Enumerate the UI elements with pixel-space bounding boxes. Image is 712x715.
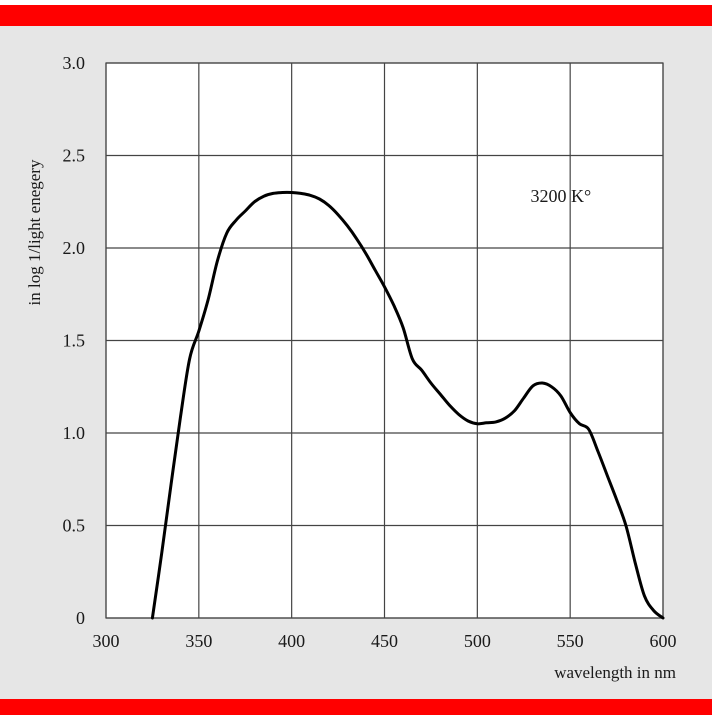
chart-panel: 300 350 400 450 500 550 600 0 0.5 1.0 1.5 2.0 2.5 3.0… xyxy=(0,26,712,699)
x-tick-label: 600 xyxy=(650,631,677,651)
y-tick-label: 2.5 xyxy=(63,146,86,166)
temperature-annotation: 3200 K° xyxy=(531,186,592,206)
top-red-band xyxy=(0,5,712,26)
x-axis-title: wavelength in nm xyxy=(554,663,676,682)
x-tick-label: 550 xyxy=(557,631,584,651)
chart-svg: 300 350 400 450 500 550 600 0 0.5 1.0 1.5 2.0 2.5 3.0… xyxy=(25,53,677,682)
tick-labels: 300 350 400 450 500 550 600 0 0.5 1.0 1.5 2.0 2.5 3.0 xyxy=(63,53,677,651)
y-tick-label: 2.0 xyxy=(63,238,86,258)
x-tick-label: 350 xyxy=(185,631,212,651)
y-axis-title: in log 1/light enegery xyxy=(25,159,44,305)
spectral-curve xyxy=(150,190,665,620)
y-tick-label: 1.0 xyxy=(63,423,86,443)
grid-layer xyxy=(105,62,664,619)
y-tick-label: 0.5 xyxy=(63,516,86,536)
x-tick-label: 400 xyxy=(278,631,305,651)
bottom-red-band xyxy=(0,699,712,715)
x-tick-label: 450 xyxy=(371,631,398,651)
y-tick-label: 3.0 xyxy=(63,53,86,73)
y-tick-label: 0 xyxy=(76,608,85,628)
x-tick-label: 500 xyxy=(464,631,491,651)
x-tick-label: 300 xyxy=(93,631,120,651)
y-tick-label: 1.5 xyxy=(63,331,86,351)
